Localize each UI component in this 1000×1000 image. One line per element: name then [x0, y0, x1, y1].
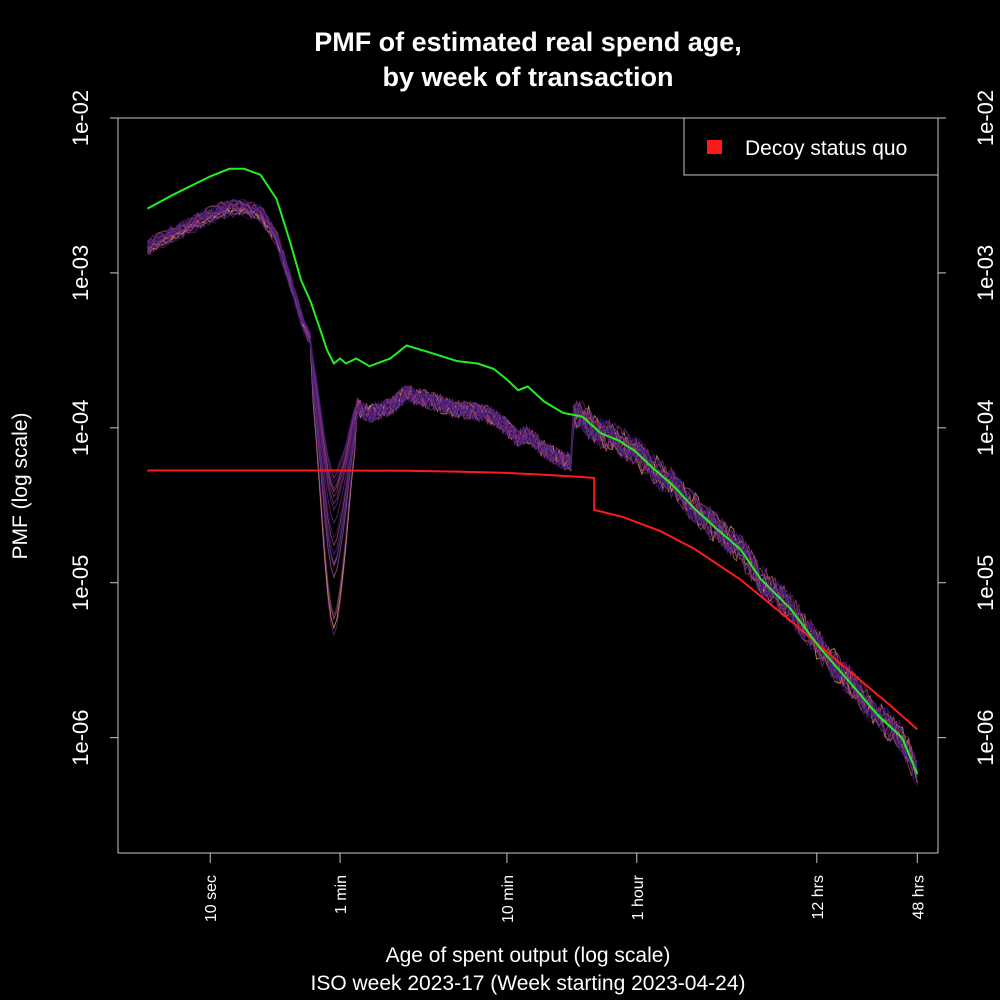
x-tick-label: 10 min	[500, 875, 517, 923]
y-axis-title: PMF (log scale)	[9, 412, 32, 559]
aggregate-spend-line	[146, 167, 919, 775]
weekly-series-line	[146, 198, 918, 771]
x-tick-label: 1 hour	[630, 874, 647, 920]
x-tick-label: 1 min	[333, 875, 350, 914]
y-tick-label-right: 1e-04	[973, 400, 998, 456]
weekly-series-line	[146, 203, 918, 772]
x-tick-label: 10 sec	[203, 875, 220, 922]
x-axis: 10 sec 1 min 10 min 1 hour 12 hrs 48 hrs	[203, 853, 927, 923]
y-tick-label-right: 1e-05	[973, 555, 998, 611]
y-tick-label-right: 1e-03	[973, 245, 998, 301]
y-tick-label-left: 1e-02	[68, 90, 93, 146]
legend-box	[683, 117, 939, 176]
x-axis-title: Age of spent output (log scale)	[386, 944, 671, 967]
y-tick-label-left: 1e-06	[68, 709, 93, 765]
legend-swatch-decoy	[707, 140, 722, 154]
main-series-group	[146, 167, 919, 775]
legend-label-decoy: Decoy status quo	[745, 137, 907, 160]
chart-title-line-1: PMF of estimated real spend age,	[314, 27, 742, 57]
x-tick-label: 12 hrs	[810, 875, 827, 919]
y-axis-right: 1e-02 1e-03 1e-04 1e-05 1e-06	[938, 90, 998, 766]
weekly-series-group	[146, 198, 918, 786]
y-tick-label-left: 1e-05	[68, 555, 93, 611]
y-tick-label-left: 1e-03	[68, 245, 93, 301]
decoy-status-quo-line	[147, 469, 918, 731]
legend: Decoy status quo	[683, 117, 939, 176]
chart-title-line-2: by week of transaction	[382, 62, 673, 92]
y-tick-label-right: 1e-02	[973, 90, 998, 146]
chart-subtitle: ISO week 2023-17 (Week starting 2023-04-…	[310, 972, 745, 995]
y-tick-label-right: 1e-06	[973, 709, 998, 765]
plot-frame	[117, 117, 939, 854]
y-tick-label-left: 1e-04	[68, 400, 93, 456]
x-tick-label: 48 hrs	[910, 875, 927, 919]
y-axis-left: 1e-02 1e-03 1e-04 1e-05 1e-06	[68, 90, 118, 766]
